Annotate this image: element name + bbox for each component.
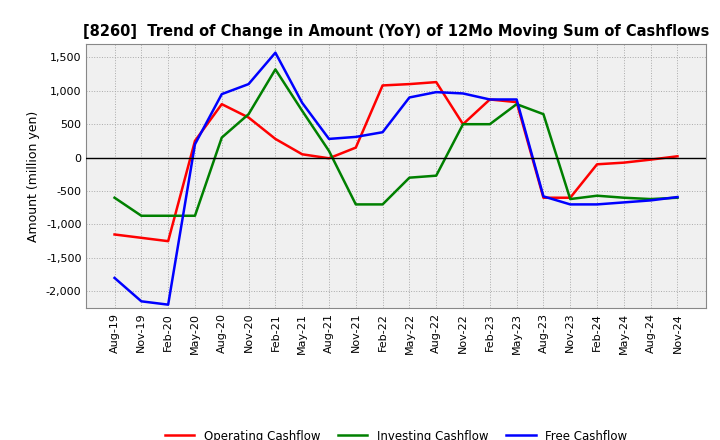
Investing Cashflow — [244, 111, 253, 117]
Operating Cashflow — [432, 80, 441, 85]
Free Cashflow — [378, 130, 387, 135]
Investing Cashflow — [405, 175, 414, 180]
Y-axis label: Amount (million yen): Amount (million yen) — [27, 110, 40, 242]
Investing Cashflow — [217, 135, 226, 140]
Investing Cashflow — [539, 111, 548, 117]
Investing Cashflow — [164, 213, 173, 218]
Free Cashflow — [673, 194, 682, 200]
Investing Cashflow — [351, 202, 360, 207]
Operating Cashflow — [459, 121, 467, 127]
Operating Cashflow — [378, 83, 387, 88]
Free Cashflow — [191, 142, 199, 147]
Title: [8260]  Trend of Change in Amount (YoY) of 12Mo Moving Sum of Cashflows: [8260] Trend of Change in Amount (YoY) o… — [83, 24, 709, 39]
Free Cashflow — [513, 97, 521, 102]
Investing Cashflow — [191, 213, 199, 218]
Investing Cashflow — [325, 148, 333, 154]
Operating Cashflow — [191, 138, 199, 143]
Operating Cashflow — [351, 145, 360, 150]
Free Cashflow — [647, 198, 655, 203]
Free Cashflow — [593, 202, 601, 207]
Operating Cashflow — [405, 81, 414, 87]
Free Cashflow — [325, 136, 333, 142]
Operating Cashflow — [244, 115, 253, 120]
Operating Cashflow — [271, 136, 279, 142]
Operating Cashflow — [566, 195, 575, 200]
Free Cashflow — [164, 302, 173, 307]
Investing Cashflow — [459, 121, 467, 127]
Free Cashflow — [271, 50, 279, 55]
Free Cashflow — [244, 81, 253, 87]
Investing Cashflow — [378, 202, 387, 207]
Operating Cashflow — [110, 232, 119, 237]
Legend: Operating Cashflow, Investing Cashflow, Free Cashflow: Operating Cashflow, Investing Cashflow, … — [160, 425, 632, 440]
Investing Cashflow — [485, 121, 494, 127]
Free Cashflow — [566, 202, 575, 207]
Investing Cashflow — [593, 193, 601, 198]
Line: Operating Cashflow: Operating Cashflow — [114, 82, 678, 241]
Investing Cashflow — [110, 195, 119, 200]
Operating Cashflow — [137, 235, 145, 241]
Operating Cashflow — [647, 157, 655, 162]
Operating Cashflow — [164, 238, 173, 244]
Free Cashflow — [485, 97, 494, 102]
Operating Cashflow — [485, 97, 494, 102]
Investing Cashflow — [566, 196, 575, 202]
Free Cashflow — [539, 194, 548, 199]
Free Cashflow — [459, 91, 467, 96]
Investing Cashflow — [673, 195, 682, 200]
Free Cashflow — [137, 299, 145, 304]
Operating Cashflow — [673, 154, 682, 159]
Investing Cashflow — [619, 195, 628, 200]
Investing Cashflow — [271, 67, 279, 72]
Investing Cashflow — [513, 102, 521, 107]
Operating Cashflow — [539, 195, 548, 200]
Free Cashflow — [298, 100, 307, 106]
Operating Cashflow — [619, 160, 628, 165]
Free Cashflow — [110, 275, 119, 281]
Investing Cashflow — [647, 196, 655, 202]
Operating Cashflow — [298, 152, 307, 157]
Free Cashflow — [432, 89, 441, 95]
Free Cashflow — [619, 200, 628, 205]
Operating Cashflow — [217, 102, 226, 107]
Free Cashflow — [405, 95, 414, 100]
Investing Cashflow — [432, 173, 441, 178]
Investing Cashflow — [137, 213, 145, 218]
Investing Cashflow — [298, 108, 307, 114]
Operating Cashflow — [593, 161, 601, 167]
Free Cashflow — [217, 92, 226, 97]
Line: Investing Cashflow: Investing Cashflow — [114, 70, 678, 216]
Free Cashflow — [351, 134, 360, 139]
Operating Cashflow — [513, 99, 521, 105]
Operating Cashflow — [325, 156, 333, 161]
Line: Free Cashflow: Free Cashflow — [114, 53, 678, 304]
